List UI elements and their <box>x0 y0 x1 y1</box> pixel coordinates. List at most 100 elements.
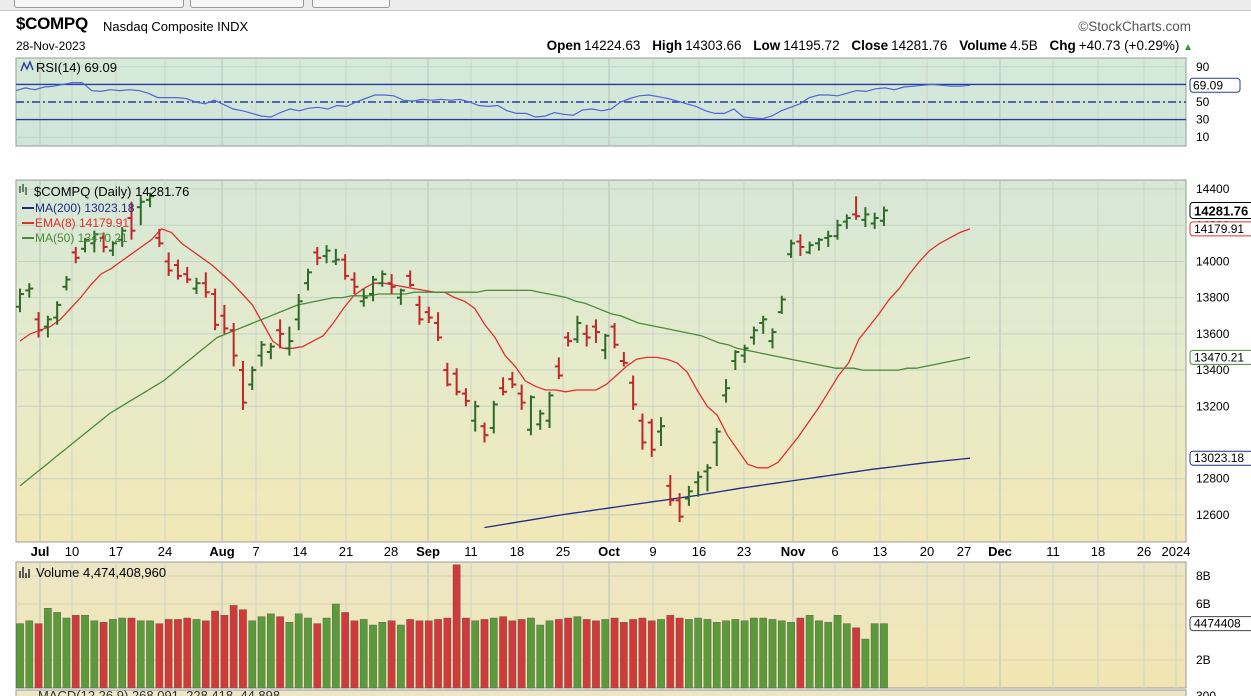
toolbar-tab[interactable] <box>312 0 390 8</box>
ohlc-bar <box>870 212 879 229</box>
series-last-value: 13470.21 <box>1194 350 1244 364</box>
price-tick-label: 13400 <box>1196 363 1230 377</box>
ohlc-bar <box>768 328 777 349</box>
ohlc-bar <box>443 362 452 387</box>
volume-bar <box>582 619 591 689</box>
volume-bar <box>666 615 675 689</box>
ohlc-bar <box>610 322 619 349</box>
ohlc-bar <box>322 245 331 264</box>
volume-bar <box>164 619 173 689</box>
ohlc-bar <box>517 384 526 410</box>
volume-bar <box>750 617 758 689</box>
volume-bar <box>332 603 340 689</box>
volume-bar <box>629 619 637 689</box>
ohlc-bar <box>350 272 359 295</box>
series-last-value: 13023.18 <box>1194 451 1244 465</box>
volume-bar <box>527 617 535 689</box>
volume-label: Volume <box>959 38 1007 53</box>
volume-bar <box>424 620 433 689</box>
x-tick-label: 9 <box>649 544 656 559</box>
toolbar-tab[interactable] <box>190 0 304 8</box>
high-label: High <box>652 38 683 53</box>
price-tick-label: 13200 <box>1196 399 1230 413</box>
ohlc-bar <box>434 312 443 342</box>
volume-bar <box>777 620 786 689</box>
close-value: 14281.76 <box>891 38 948 53</box>
ohlc-bar <box>248 366 257 390</box>
series-line-ema-8- <box>19 228 971 469</box>
volume-bar <box>731 619 740 689</box>
ohlc-bar <box>796 234 805 257</box>
volume-bar <box>545 620 554 689</box>
volume-bar <box>870 623 879 689</box>
x-tick-label: 25 <box>556 544 570 559</box>
volume-bar <box>322 617 331 689</box>
rsi-tick-label: 50 <box>1196 95 1210 109</box>
ohlc-bar <box>341 254 350 280</box>
chg-value: +40.73 (+0.29%) <box>1078 38 1180 53</box>
ohlc-bar <box>852 196 861 220</box>
ohlc-bar <box>787 239 796 258</box>
volume-last-value-box <box>1189 616 1251 632</box>
volume-bar <box>508 620 517 689</box>
toolbar-tab[interactable] <box>14 0 184 8</box>
ohlc-bar <box>25 283 34 298</box>
ohlc-bar <box>415 295 424 325</box>
volume-icon <box>19 567 30 578</box>
volume-bar <box>201 620 210 689</box>
volume-bar <box>183 617 192 689</box>
ohlc-bar <box>81 237 90 253</box>
brand-label: ©StockCharts.com <box>1078 19 1191 34</box>
ohlc-bar <box>740 344 749 363</box>
volume-bar <box>118 617 127 689</box>
volume-bar <box>304 617 312 689</box>
ohlc-bar <box>694 471 703 497</box>
x-tick-label: Aug <box>209 544 234 559</box>
open-value: 14224.63 <box>584 38 641 53</box>
ohlc-bar <box>536 409 545 430</box>
ohlc-bar <box>712 427 721 466</box>
price-tick-label: 13800 <box>1196 291 1230 305</box>
x-tick-label: 13 <box>873 544 887 559</box>
volume-bar <box>462 617 470 689</box>
ohlc-bar <box>452 368 461 396</box>
ohlc-bar <box>508 371 517 389</box>
ohlc-bar <box>136 196 145 226</box>
ohlc-bar <box>99 232 108 253</box>
volume-bar <box>220 615 229 689</box>
volume-bar <box>471 620 480 689</box>
x-tick-label: 11 <box>1046 544 1060 559</box>
browser-tab-strip <box>0 0 1251 11</box>
ohlc-bar <box>731 350 740 371</box>
volume-bar <box>53 612 61 689</box>
volume-bar <box>239 609 247 689</box>
ohlc-bar <box>591 319 600 343</box>
ohlc-bar <box>777 295 786 314</box>
ohlc-bar <box>276 319 285 349</box>
volume-tick-label: 2B <box>1196 653 1211 667</box>
x-tick-label: 26 <box>1137 544 1151 559</box>
volume-bar <box>434 619 442 689</box>
ohlc-bar <box>108 241 117 257</box>
ohlc-icon <box>19 184 27 195</box>
ohlc-bar <box>359 288 368 307</box>
volume-bar <box>694 617 702 689</box>
close-last-value: 14281.76 <box>1194 203 1248 218</box>
ohlc-bar <box>499 377 508 396</box>
ohlc-bar <box>675 493 684 523</box>
volume-bar <box>174 619 182 689</box>
price-tick-label: 14000 <box>1196 254 1230 268</box>
volume-bar <box>155 623 164 689</box>
series-line-ma-50- <box>19 289 971 487</box>
x-tick-label: 20 <box>920 544 934 559</box>
rsi-tick-label: 30 <box>1196 113 1210 127</box>
volume-bar <box>610 617 619 689</box>
volume-bar <box>248 620 257 689</box>
volume-bar <box>62 617 71 689</box>
volume-bar <box>852 627 860 689</box>
x-tick-label: 23 <box>737 544 751 559</box>
volume-bar <box>601 619 610 689</box>
price-tick-label: 14400 <box>1196 182 1230 196</box>
ohlc-bar <box>471 400 480 432</box>
